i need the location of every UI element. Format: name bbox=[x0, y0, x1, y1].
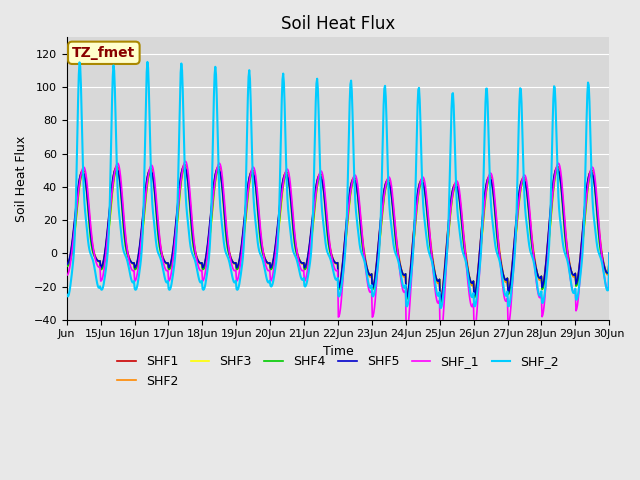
Legend: SHF1, SHF2, SHF3, SHF4, SHF5, SHF_1, SHF_2: SHF1, SHF2, SHF3, SHF4, SHF5, SHF_1, SHF… bbox=[112, 350, 564, 393]
Text: TZ_fmet: TZ_fmet bbox=[72, 46, 136, 60]
Title: Soil Heat Flux: Soil Heat Flux bbox=[281, 15, 395, 33]
Y-axis label: Soil Heat Flux: Soil Heat Flux bbox=[15, 135, 28, 222]
X-axis label: Time: Time bbox=[323, 345, 353, 358]
